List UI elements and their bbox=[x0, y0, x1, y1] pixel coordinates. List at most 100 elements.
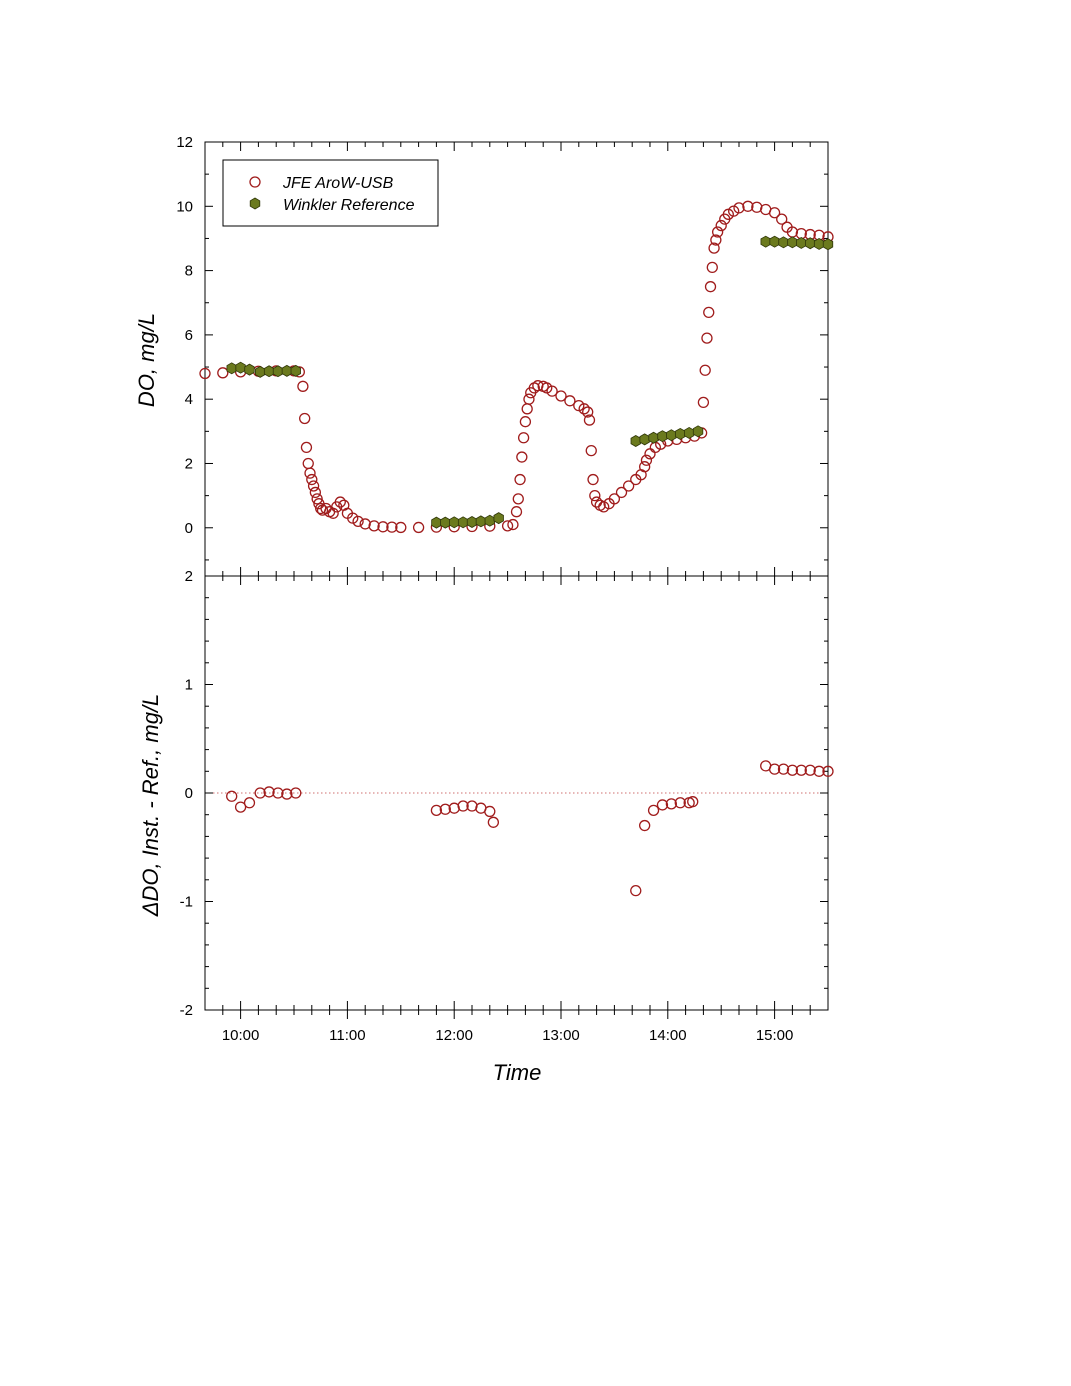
reference-point bbox=[263, 365, 275, 378]
bottom-ticks: 1 0 -1 -2 bbox=[180, 597, 828, 1019]
instrument-point bbox=[514, 473, 526, 486]
instrument-point bbox=[297, 380, 309, 392]
reference-point bbox=[805, 237, 816, 250]
instrument-point bbox=[706, 261, 718, 274]
instrument-point bbox=[327, 507, 339, 519]
instrument-point bbox=[334, 496, 346, 508]
instrument-point bbox=[307, 480, 320, 492]
difference-point bbox=[786, 764, 799, 776]
x-axis-title: Time bbox=[493, 1060, 542, 1085]
top-y-tick-label: 0 bbox=[185, 520, 193, 537]
reference-point bbox=[813, 237, 825, 250]
reference-point bbox=[235, 361, 246, 374]
difference-point bbox=[647, 804, 660, 817]
instrument-point bbox=[640, 454, 653, 466]
instrument-point bbox=[306, 473, 318, 486]
top-y-tick-label: 8 bbox=[185, 263, 193, 280]
instrument-point bbox=[608, 493, 621, 505]
reference-point bbox=[466, 516, 478, 528]
instrument-point bbox=[304, 467, 316, 479]
reference-point bbox=[431, 516, 442, 529]
instrument-point bbox=[516, 451, 528, 463]
top-y-tick-label: 4 bbox=[185, 391, 193, 408]
instrument-point bbox=[386, 521, 398, 533]
reference-point bbox=[484, 514, 495, 527]
bottom-y-tick-label: 1 bbox=[185, 677, 193, 694]
difference-point bbox=[226, 790, 238, 802]
reference-point bbox=[657, 430, 668, 443]
difference-point bbox=[822, 765, 834, 777]
x-tick-label: 15:00 bbox=[756, 1027, 794, 1044]
reference-point bbox=[796, 236, 807, 249]
top-ticks: 12 10 8 6 4 2 0 2 bbox=[176, 134, 828, 585]
difference-point bbox=[656, 799, 669, 811]
top-series bbox=[199, 200, 834, 534]
instrument-point bbox=[733, 202, 745, 214]
difference-point bbox=[777, 763, 790, 775]
reference-point bbox=[449, 516, 460, 529]
x-axis-ticks: 10:00 11:00 12:00 13:00 14:00 15:00 bbox=[222, 142, 811, 1044]
instrument-point bbox=[546, 385, 558, 397]
reference-point bbox=[457, 516, 469, 529]
instrument-point bbox=[703, 306, 715, 319]
reference-point bbox=[760, 235, 771, 248]
bottom-series bbox=[226, 760, 834, 897]
reference-point bbox=[684, 426, 695, 439]
x-tick-label: 11:00 bbox=[329, 1027, 365, 1044]
legend: JFE AroW-USB Winkler Reference bbox=[222, 159, 439, 227]
top-y-tick-label: 2 bbox=[185, 455, 193, 472]
bottom-y-axis-title: ΔDO, Inst. - Ref., mg/L bbox=[138, 694, 163, 918]
instrument-point bbox=[412, 521, 425, 534]
difference-point bbox=[484, 805, 496, 818]
instrument-point bbox=[701, 332, 713, 344]
difference-point bbox=[630, 885, 642, 897]
instrument-point bbox=[299, 412, 311, 425]
instrument-point bbox=[708, 242, 720, 254]
difference-point bbox=[813, 765, 825, 777]
instrument-point bbox=[507, 518, 519, 531]
legend-label-instrument: JFE AroW-USB bbox=[282, 175, 394, 192]
legend-marker-reference bbox=[249, 197, 261, 210]
legend-box bbox=[222, 159, 439, 227]
difference-point bbox=[272, 787, 284, 799]
difference-point bbox=[804, 764, 816, 776]
top-y-tick-label: 12 bbox=[176, 134, 193, 151]
reference-point bbox=[255, 365, 266, 378]
instrument-point bbox=[352, 515, 364, 527]
reference-point bbox=[787, 236, 798, 249]
x-tick-label: 12:00 bbox=[435, 1027, 473, 1044]
reference-point bbox=[290, 364, 301, 377]
difference-point bbox=[281, 788, 293, 800]
reference-point bbox=[692, 425, 704, 438]
reference-point bbox=[244, 363, 255, 376]
reference-point bbox=[475, 515, 487, 528]
difference-point bbox=[768, 763, 781, 775]
instrument-point bbox=[519, 416, 532, 428]
difference-point bbox=[430, 804, 443, 817]
instrument-point bbox=[710, 234, 722, 246]
instrument-point bbox=[587, 473, 599, 486]
instrument-point bbox=[395, 521, 407, 534]
instrument-point bbox=[578, 403, 590, 415]
instrument-point bbox=[742, 200, 754, 212]
legend-marker-instrument bbox=[249, 176, 261, 188]
instrument-point bbox=[704, 281, 717, 293]
top-y-tick-label: 2 bbox=[185, 568, 193, 585]
instrument-point bbox=[555, 390, 567, 402]
difference-point bbox=[687, 796, 699, 808]
difference-point bbox=[439, 803, 451, 815]
top-y-axis-title: DO, mg/L bbox=[134, 313, 159, 407]
reference-point bbox=[822, 238, 834, 251]
instrument-point bbox=[311, 493, 323, 505]
difference-point bbox=[254, 787, 266, 799]
top-panel: 12 10 8 6 4 2 0 2 DO, mg/L JFE AroW-USB Winkler… bbox=[134, 134, 834, 585]
bottom-y-tick-label: -1 bbox=[180, 894, 193, 911]
reference-point bbox=[281, 364, 293, 377]
instrument-point bbox=[517, 432, 530, 444]
difference-point bbox=[487, 816, 500, 828]
reference-point bbox=[440, 516, 451, 529]
instrument-point bbox=[583, 414, 596, 426]
instrument-point bbox=[510, 506, 523, 518]
instrument-point bbox=[309, 486, 322, 499]
